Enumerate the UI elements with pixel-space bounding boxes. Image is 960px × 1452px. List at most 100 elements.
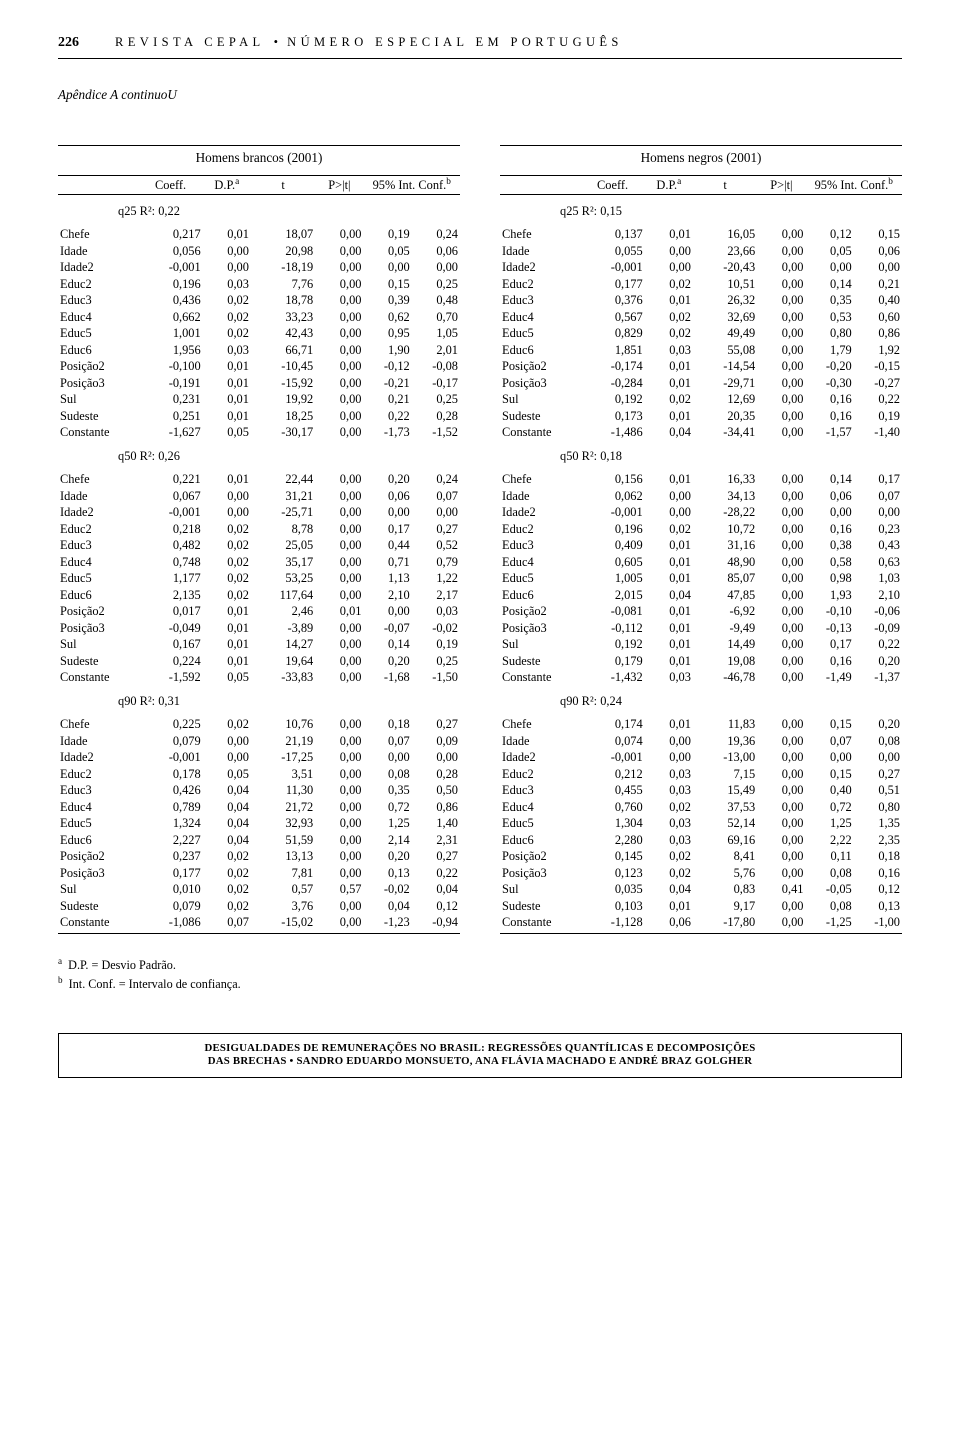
cell-coeff: 0,409 xyxy=(580,538,644,555)
table-row: Educ30,3760,0126,320,000,350,40 xyxy=(500,293,902,310)
cell-t: -46,78 xyxy=(693,670,757,687)
cell-conf-lo: 0,20 xyxy=(363,849,411,866)
cell-dp: 0,00 xyxy=(203,488,251,505)
cell-p: 0,00 xyxy=(315,276,363,293)
cell-dp: 0,01 xyxy=(203,392,251,409)
row-label: Idade xyxy=(58,488,138,505)
cell-coeff: 0,177 xyxy=(138,865,202,882)
cell-conf-hi: -1,00 xyxy=(854,915,902,932)
row-label: Educ3 xyxy=(500,783,580,800)
cell-t: 8,78 xyxy=(251,521,315,538)
cell-dp: 0,05 xyxy=(203,425,251,442)
row-label: Sul xyxy=(500,637,580,654)
cell-p: 0,00 xyxy=(315,766,363,783)
table-row: Posição2-0,1740,01-14,540,00-0,20-0,15 xyxy=(500,359,902,376)
running-head-sep: • xyxy=(271,35,282,51)
cell-coeff: 0,376 xyxy=(580,293,644,310)
table-row: Educ51,3240,0432,930,001,251,40 xyxy=(58,816,460,833)
cell-conf-lo: 0,00 xyxy=(363,260,411,277)
cell-p: 0,00 xyxy=(757,408,805,425)
table-row: Idade0,0670,0031,210,000,060,07 xyxy=(58,488,460,505)
cell-t: 35,17 xyxy=(251,554,315,571)
table-row: Posição3-0,0490,01-3,890,00-0,07-0,02 xyxy=(58,620,460,637)
cell-dp: 0,01 xyxy=(645,571,693,588)
cell-p: 0,00 xyxy=(315,571,363,588)
cell-dp: 0,02 xyxy=(645,849,693,866)
cell-conf-hi: 0,25 xyxy=(412,276,460,293)
cell-conf-lo: 0,07 xyxy=(363,733,411,750)
col-conf: 95% Int. Conf.b xyxy=(805,177,902,195)
cell-coeff: 0,217 xyxy=(138,227,202,244)
right-table-body: q25 R²: 0,15Chefe0,1370,0116,050,000,120… xyxy=(500,196,902,931)
cell-t: 19,92 xyxy=(251,392,315,409)
rule xyxy=(58,145,460,146)
cell-dp: 0,01 xyxy=(645,620,693,637)
row-label: Educ6 xyxy=(500,587,580,604)
running-head-left: REVISTA CEPAL xyxy=(115,35,265,51)
table-row: Educ20,2120,037,150,000,150,27 xyxy=(500,766,902,783)
table-row: Educ61,8510,0355,080,001,791,92 xyxy=(500,342,902,359)
row-label: Posição2 xyxy=(500,604,580,621)
cell-p: 0,00 xyxy=(315,375,363,392)
cell-conf-lo: 0,58 xyxy=(805,554,853,571)
cell-conf-hi: 0,07 xyxy=(854,488,902,505)
cell-conf-lo: 1,90 xyxy=(363,342,411,359)
row-label: Constante xyxy=(500,915,580,932)
cell-p: 0,00 xyxy=(757,472,805,489)
cell-conf-hi: 0,52 xyxy=(412,538,460,555)
row-label: Educ2 xyxy=(500,766,580,783)
cell-conf-hi: -0,15 xyxy=(854,359,902,376)
cell-dp: 0,01 xyxy=(645,359,693,376)
cell-dp: 0,03 xyxy=(645,670,693,687)
row-label: Idade xyxy=(58,733,138,750)
cell-conf-lo: 0,15 xyxy=(805,717,853,734)
cell-coeff: 0,196 xyxy=(580,521,644,538)
table-row: Sul0,2310,0119,920,000,210,25 xyxy=(58,392,460,409)
cell-conf-lo: -0,20 xyxy=(805,359,853,376)
cell-coeff: 0,156 xyxy=(580,472,644,489)
cell-dp: 0,01 xyxy=(203,375,251,392)
cell-coeff: 2,280 xyxy=(580,832,644,849)
cell-conf-lo: -1,23 xyxy=(363,915,411,932)
cell-p: 0,00 xyxy=(315,849,363,866)
row-label: Educ2 xyxy=(58,276,138,293)
cell-p: 0,00 xyxy=(757,783,805,800)
row-label: Idade2 xyxy=(58,750,138,767)
table-row: Posição2-0,0810,01-6,920,00-0,10-0,06 xyxy=(500,604,902,621)
table-row: Idade0,0740,0019,360,000,070,08 xyxy=(500,733,902,750)
table-row: Posição30,1770,027,810,000,130,22 xyxy=(58,865,460,882)
cell-coeff: 0,237 xyxy=(138,849,202,866)
cell-coeff: -1,128 xyxy=(580,915,644,932)
cell-t: 7,76 xyxy=(251,276,315,293)
cell-p: 0,00 xyxy=(757,766,805,783)
cell-p: 0,00 xyxy=(315,293,363,310)
cell-dp: 0,01 xyxy=(645,408,693,425)
cell-t: 7,81 xyxy=(251,865,315,882)
cell-dp: 0,03 xyxy=(645,342,693,359)
cell-conf-lo: -0,12 xyxy=(363,359,411,376)
cell-conf-lo: 2,10 xyxy=(363,587,411,604)
cell-dp: 0,00 xyxy=(203,505,251,522)
table-row: Sudeste0,1030,019,170,000,080,13 xyxy=(500,898,902,915)
cell-conf-hi: 0,00 xyxy=(854,505,902,522)
cell-t: -14,54 xyxy=(693,359,757,376)
cell-coeff: -0,001 xyxy=(138,750,202,767)
cell-conf-hi: 0,00 xyxy=(854,750,902,767)
cell-dp: 0,01 xyxy=(203,653,251,670)
cell-conf-hi: 1,22 xyxy=(412,571,460,588)
cell-dp: 0,01 xyxy=(203,408,251,425)
row-label: Posição2 xyxy=(58,359,138,376)
cell-coeff: 0,137 xyxy=(580,227,644,244)
cell-conf-hi: 0,16 xyxy=(854,865,902,882)
cell-t: -17,80 xyxy=(693,915,757,932)
cell-conf-lo: 0,40 xyxy=(805,783,853,800)
cell-p: 0,41 xyxy=(757,882,805,899)
cell-dp: 0,01 xyxy=(645,227,693,244)
cell-dp: 0,01 xyxy=(645,293,693,310)
row-label: Idade xyxy=(500,488,580,505)
cell-conf-lo: 0,53 xyxy=(805,309,853,326)
cell-t: 19,08 xyxy=(693,653,757,670)
cell-dp: 0,00 xyxy=(203,733,251,750)
cell-coeff: 2,227 xyxy=(138,832,202,849)
cell-p: 0,00 xyxy=(315,799,363,816)
